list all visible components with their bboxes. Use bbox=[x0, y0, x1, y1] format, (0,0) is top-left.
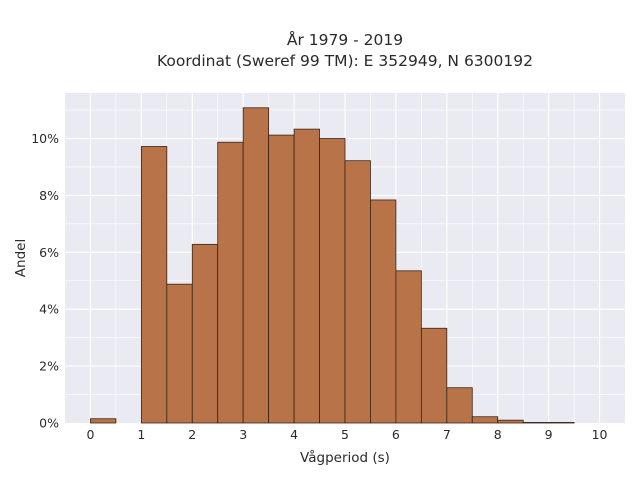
y-tick-label: 0% bbox=[39, 416, 59, 431]
histogram-bar bbox=[217, 141, 244, 424]
histogram-bar bbox=[370, 199, 397, 424]
histogram-bar bbox=[471, 416, 499, 424]
x-tick-label: 2 bbox=[188, 427, 196, 442]
x-tick-label: 3 bbox=[239, 427, 247, 442]
histogram-bar bbox=[140, 146, 168, 424]
histogram-bar bbox=[420, 327, 448, 424]
x-tick-label: 5 bbox=[341, 427, 349, 442]
histogram-bar bbox=[166, 283, 193, 424]
x-axis-ticks: 0 1 2 3 4 5 6 7 8 9 10 bbox=[86, 427, 607, 442]
histogram-bars bbox=[90, 107, 575, 424]
y-tick-label: 4% bbox=[39, 302, 59, 317]
histogram-bar bbox=[242, 107, 270, 424]
x-tick-label: 10 bbox=[592, 427, 608, 442]
histogram-bar bbox=[522, 422, 550, 424]
y-tick-label: 6% bbox=[39, 245, 59, 260]
y-axis-ticks: 0% 2% 4% 6% 8% 10% bbox=[31, 131, 59, 430]
chart-subtitle: Koordinat (Sweref 99 TM): E 352949, N 63… bbox=[157, 52, 533, 70]
x-tick-label: 1 bbox=[137, 427, 145, 442]
x-tick-label: 8 bbox=[494, 427, 502, 442]
histogram-bar bbox=[344, 160, 371, 424]
x-tick-label: 6 bbox=[392, 427, 400, 442]
y-tick-label: 2% bbox=[39, 359, 59, 374]
histogram-bar bbox=[497, 419, 524, 424]
x-tick-label: 7 bbox=[443, 427, 451, 442]
histogram-bar bbox=[548, 422, 575, 424]
histogram-bar bbox=[268, 134, 295, 424]
chart-title: År 1979 - 2019 bbox=[287, 30, 403, 49]
x-axis-label: Vågperiod (s) bbox=[300, 449, 390, 466]
x-tick-label: 4 bbox=[290, 427, 298, 442]
x-tick-label: 9 bbox=[545, 427, 553, 442]
histogram-bar bbox=[395, 270, 422, 424]
y-tick-label: 10% bbox=[31, 131, 59, 146]
y-axis-label: Andel bbox=[13, 239, 29, 277]
histogram-bar bbox=[446, 387, 473, 424]
histogram-bar bbox=[293, 128, 320, 424]
histogram-bar bbox=[90, 418, 117, 424]
x-tick-label: 0 bbox=[86, 427, 94, 442]
y-tick-label: 8% bbox=[39, 188, 59, 203]
histogram-bar bbox=[191, 243, 219, 424]
histogram-bar bbox=[319, 138, 346, 424]
